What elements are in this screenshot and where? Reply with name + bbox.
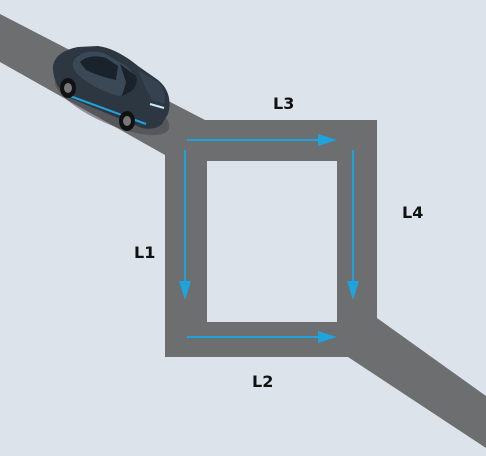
arrow-l3	[187, 134, 337, 146]
label-l3: L3	[273, 94, 295, 113]
car-icon	[52, 46, 170, 136]
arrow-l2	[187, 331, 337, 343]
label-l1: L1	[134, 243, 156, 262]
inner-block	[207, 161, 337, 322]
arrow-l1	[179, 150, 191, 300]
arrow-l4	[347, 150, 359, 300]
flow-arrows	[179, 134, 359, 343]
label-l4: L4	[402, 203, 424, 222]
label-l2: L2	[252, 372, 274, 391]
